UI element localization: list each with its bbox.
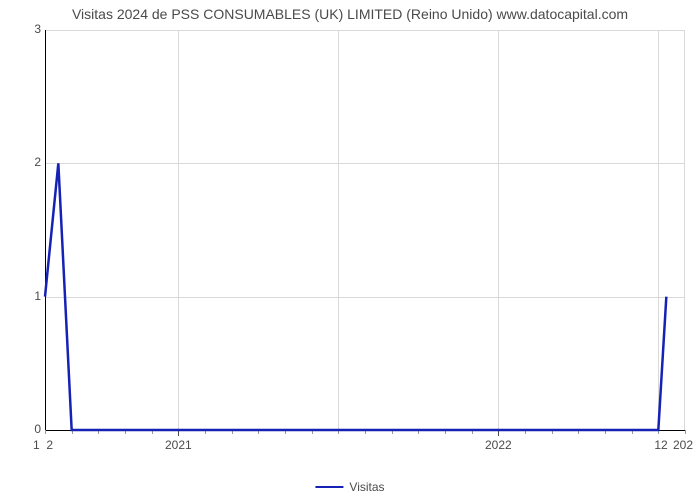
- legend-swatch: [315, 486, 343, 488]
- legend-label: Visitas: [349, 480, 384, 494]
- line-series: [0, 0, 700, 500]
- legend: Visitas: [315, 480, 384, 494]
